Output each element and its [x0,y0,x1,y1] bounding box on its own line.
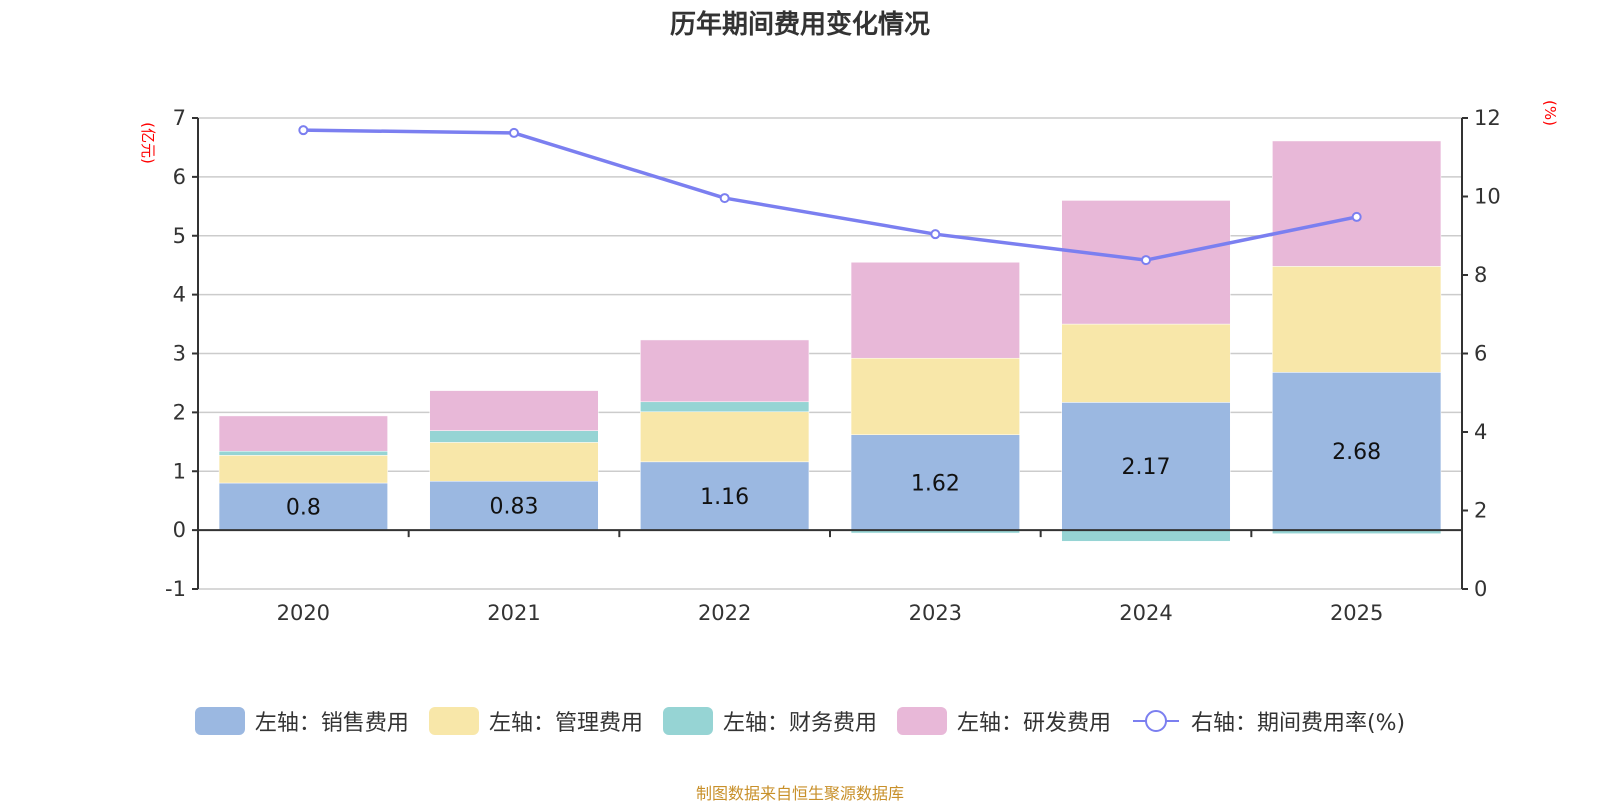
left-axis-tick-label: 5 [173,224,186,248]
bar-segment-4 [429,390,599,431]
right-axis-tick-label: 2 [1474,499,1487,523]
bar-segment-2 [1061,323,1231,403]
bar-segment-3 [218,450,388,456]
legend-swatch [662,707,713,735]
bar-segment-2 [1272,266,1442,373]
data-source-note: 制图数据来自恒生聚源数据库 [695,784,904,803]
legend-item-3[interactable]: 左轴：财务费用 [662,705,877,737]
bar-segment-2 [640,411,810,463]
bar-segment-4 [218,415,388,452]
rate-line [303,128,1358,262]
bar-segment-1 [1272,372,1442,531]
legend-label: 左轴：研发费用 [956,711,1111,736]
x-axis-category-label: 2022 [698,601,751,625]
right-axis-unit: (%) [1541,100,1559,126]
legend-label: 左轴：财务费用 [722,711,877,736]
bar-segment-3 [640,401,810,413]
legend-item-1[interactable]: 左轴：销售费用 [194,705,409,737]
legend-item-2[interactable]: 左轴：管理费用 [428,705,643,737]
legend: 左轴：销售费用 左轴：管理费用 左轴：财务费用 左轴：研发费用 右轴：期间费用率(%) [0,705,1600,737]
rate-line-point [930,229,941,240]
right-axis-tick-label: 12 [1474,106,1501,130]
left-axis-unit: (亿元) [139,122,157,164]
legend-label: 左轴：管理费用 [488,711,643,736]
left-axis-tick-label: 2 [173,400,186,424]
rate-line-point [719,193,730,204]
left-axis-tick-label: 6 [173,165,186,189]
bar-data-label: 2.68 [1332,440,1381,465]
rate-line-point [298,125,309,136]
rate-line-point [1351,211,1362,222]
right-axis-tick-label: 4 [1474,420,1487,444]
bar-segment-2 [429,442,599,482]
x-axis-category-label: 2023 [909,601,962,625]
legend-label: 右轴：期间费用率(%) [1190,711,1406,736]
bar-series [218,140,1442,542]
left-axis-tick-label: -1 [165,577,186,601]
bar-segment-1 [1061,402,1231,531]
right-axis-tick-label: 8 [1474,263,1487,287]
bar-segment-3 [429,430,599,443]
bar-data-label: 0.83 [490,495,539,520]
bar-segment-4 [640,339,810,403]
bar-segment-4 [1272,140,1442,267]
legend-swatch [194,707,245,735]
line-series [298,125,1362,266]
x-axis-category-label: 2020 [277,601,330,625]
left-axis-tick-label: 4 [173,283,186,307]
bar-segment-1 [850,434,1020,531]
rate-line-point [1141,255,1151,266]
bar-segment-2 [850,357,1020,435]
bar-data-label: 1.62 [911,471,960,496]
data-labels: 0.8 0.83 1.16 1.62 2.17 2.68 [286,440,1381,520]
right-axis-tick-label: 6 [1474,342,1487,366]
legend-swatch [428,707,479,735]
legend-line-marker-icon [1132,710,1179,732]
left-axis-tick-label: 1 [173,459,186,483]
bar-segment-1 [429,481,599,531]
x-axis-category-label: 2024 [1119,601,1172,625]
legend-label: 左轴：销售费用 [254,711,409,736]
rate-line-point [509,127,519,138]
legend-item-5[interactable]: 右轴：期间费用率(%) [1131,705,1405,737]
right-axis-tick-label: 10 [1474,185,1501,209]
bar-segment-2 [218,455,388,484]
bar-segment-3 [1061,529,1231,542]
right-axis-tick-label: 0 [1474,577,1487,601]
bar-segment-4 [850,261,1020,359]
bar-data-label: 0.8 [286,496,321,521]
bar-data-label: 2.17 [1122,455,1171,480]
bar-data-label: 1.16 [700,485,749,510]
chart-title: 历年期间费用变化情况 [669,10,930,40]
left-axis-tick-label: 0 [173,518,186,542]
x-axis-category-label: 2021 [487,601,540,625]
left-axis-tick-label: 3 [173,342,186,366]
legend-item-4[interactable]: 左轴：研发费用 [896,705,1111,737]
bar-segment-1 [218,482,388,531]
left-axis-tick-label: 7 [173,106,186,130]
legend-swatch [896,707,947,735]
x-axis-category-label: 2025 [1330,601,1383,625]
